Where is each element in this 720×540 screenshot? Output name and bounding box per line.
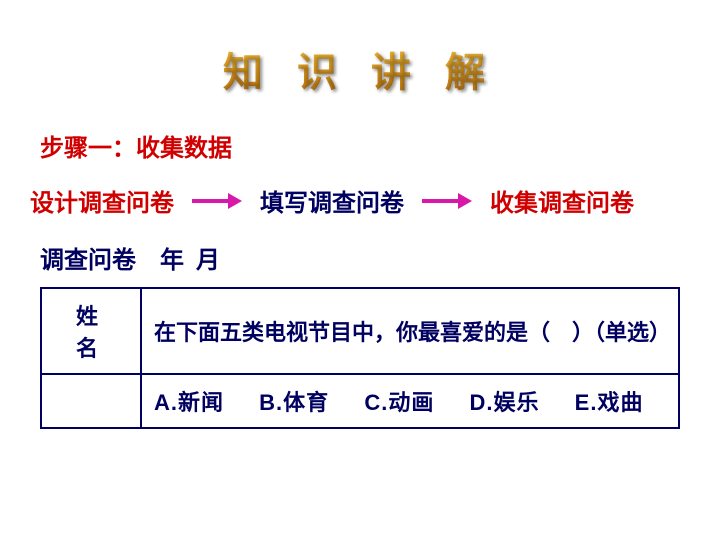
flow-item-fill: 填写调查问卷: [260, 183, 404, 218]
table-row: A.新闻 B.体育 C.动画 D.娱乐 E.戏曲: [41, 374, 679, 428]
arrow-head: [228, 193, 242, 209]
option-c: C.动画: [364, 385, 434, 417]
name-blank-cell: [41, 374, 141, 428]
option-d: D.娱乐: [469, 385, 539, 417]
option-e: E.戏曲: [575, 385, 644, 417]
arrow-line: [422, 199, 460, 203]
option-a: A.新闻: [154, 385, 224, 417]
options-cell: A.新闻 B.体育 C.动画 D.娱乐 E.戏曲: [141, 374, 679, 428]
option-b: B.体育: [259, 385, 329, 417]
process-flow: 设计调查问卷 填写调查问卷 收集调查问卷: [30, 183, 720, 218]
flow-item-design: 设计调查问卷: [30, 183, 174, 218]
arrow-line: [192, 199, 230, 203]
title-container: 知 识 讲 解: [0, 0, 720, 98]
question-cell: 在下面五类电视节目中，你最喜爱的是（ ）（单选）: [141, 288, 679, 374]
arrow-icon: [192, 197, 242, 205]
survey-header: 调查问卷 年 月: [40, 240, 720, 275]
table-row: 姓 名 在下面五类电视节目中，你最喜爱的是（ ）（单选）: [41, 288, 679, 374]
step-one-label: 步骤一：收集数据: [40, 128, 720, 163]
flow-item-collect: 收集调查问卷: [490, 183, 634, 218]
arrow-icon: [422, 197, 472, 205]
survey-table: 姓 名 在下面五类电视节目中，你最喜爱的是（ ）（单选） A.新闻 B.体育 C…: [40, 287, 680, 429]
page-title: 知 识 讲 解: [223, 40, 497, 98]
name-cell: 姓 名: [41, 288, 141, 374]
arrow-head: [458, 193, 472, 209]
